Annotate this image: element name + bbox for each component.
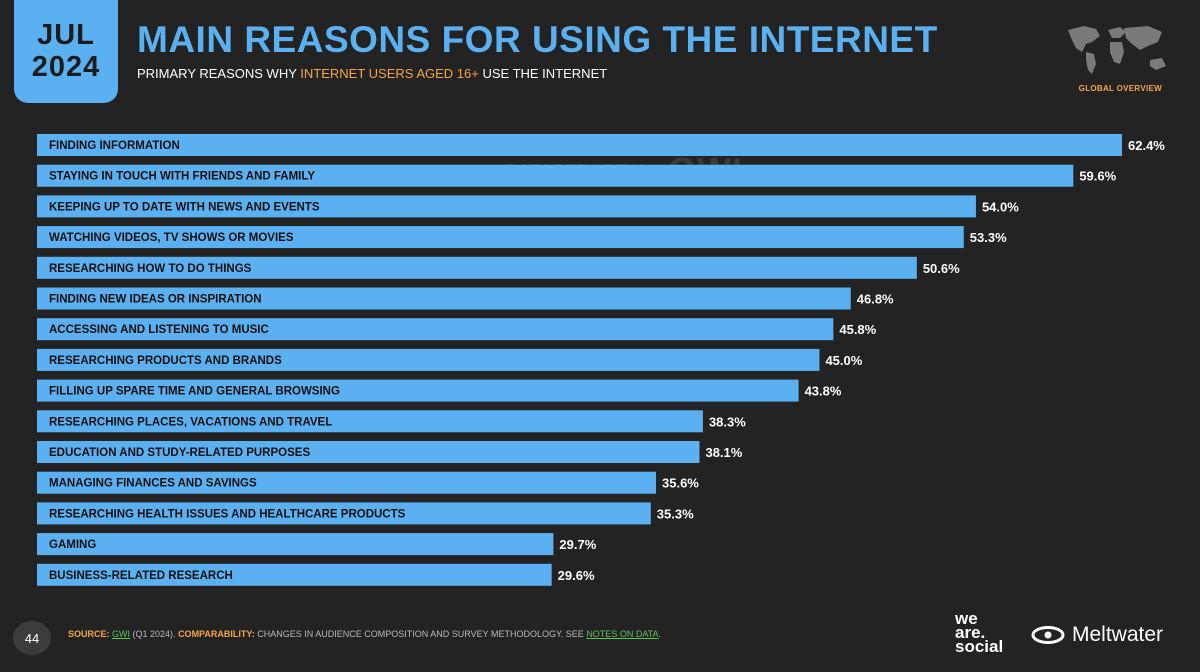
- category-label: MANAGING FINANCES AND SAVINGS: [49, 478, 257, 490]
- bar: [37, 256, 917, 279]
- category-label: FILLING UP SPARE TIME AND GENERAL BROWSI…: [49, 386, 340, 398]
- category-label: BUSINESS-RELATED RESEARCH: [49, 570, 233, 582]
- category-label: FINDING NEW IDEAS OR INSPIRATION: [49, 294, 262, 306]
- page-title: MAIN REASONS FOR USING THE INTERNET: [137, 19, 938, 60]
- category-label: EDUCATION AND STUDY-RELATED PURPOSES: [49, 447, 310, 459]
- subtitle-highlight: INTERNET USERS AGED 16+: [300, 66, 479, 81]
- category-label: RESEARCHING HEALTH ISSUES AND HEALTHCARE…: [49, 508, 406, 520]
- meltwater-wordmark: Meltwater: [1072, 623, 1164, 646]
- source-text: (Q1 2024).: [130, 629, 179, 639]
- bar: [37, 226, 964, 249]
- bar: [37, 287, 851, 310]
- value-label: 45.8%: [839, 322, 876, 337]
- category-label: RESEARCHING PLACES, VACATIONS AND TRAVEL: [49, 416, 332, 428]
- value-label: 45.0%: [825, 353, 862, 368]
- category-label: ACCESSING AND LISTENING TO MUSIC: [49, 324, 269, 336]
- we-are-social-logo: we are. social: [955, 609, 1004, 656]
- bar: [37, 318, 834, 341]
- value-label: 29.7%: [559, 537, 596, 552]
- bar: [37, 379, 799, 402]
- logo-line-1: we: [955, 609, 978, 628]
- comparability-text: CHANGES IN AUDIENCE COMPOSITION AND SURV…: [254, 629, 587, 639]
- value-label: 35.6%: [662, 476, 699, 491]
- meltwater-icon: [1031, 626, 1065, 644]
- category-label: RESEARCHING HOW TO DO THINGS: [49, 263, 252, 275]
- notes-link[interactable]: NOTES ON DATA: [586, 629, 659, 639]
- date-badge: JUL 2024: [14, 0, 118, 103]
- bar: [37, 164, 1074, 187]
- logo-line-2: are.: [955, 623, 986, 642]
- meltwater-logo: Meltwater: [1030, 623, 1163, 647]
- bar: [37, 441, 700, 463]
- source-label: SOURCE:: [68, 629, 110, 639]
- bar: [37, 563, 552, 586]
- bar-chart: FINDING INFORMATION 62.4% STAYING IN TOUCH…: [37, 134, 1165, 586]
- date-month: JUL: [37, 19, 95, 51]
- category-label: KEEPING UP TO DATE WITH NEWS AND EVENTS: [49, 201, 320, 213]
- bar: [37, 533, 554, 556]
- value-label: 35.3%: [657, 506, 694, 521]
- subtitle-post: USE THE INTERNET: [478, 66, 608, 81]
- value-label: 43.8%: [805, 384, 842, 399]
- subtitle-pre: PRIMARY REASONS WHY: [137, 66, 301, 81]
- page-number: 44: [13, 621, 51, 655]
- bar: [37, 502, 651, 525]
- category-label: RESEARCHING PRODUCTS AND BRANDS: [49, 355, 282, 367]
- value-label: 29.6%: [558, 568, 595, 583]
- value-label: 46.8%: [857, 292, 894, 307]
- comparability-label: COMPARABILITY:: [178, 629, 255, 639]
- source-note: SOURCE: GWI (Q1 2024). COMPARABILITY: CH…: [68, 629, 661, 639]
- category-label: GAMING: [49, 539, 96, 551]
- source-link[interactable]: GWI: [112, 629, 131, 639]
- bar: [37, 410, 703, 433]
- bar: [37, 134, 1122, 156]
- world-map-icon: [1068, 26, 1166, 74]
- value-label: 53.3%: [970, 230, 1007, 245]
- category-label: FINDING INFORMATION: [49, 140, 180, 152]
- value-label: 38.1%: [705, 445, 742, 460]
- value-label: 62.4%: [1128, 138, 1165, 153]
- bar: [37, 471, 657, 494]
- bar: [37, 195, 976, 218]
- page-subtitle: PRIMARY REASONS WHY INTERNET USERS AGED …: [137, 66, 607, 81]
- date-year: 2024: [31, 51, 101, 83]
- category-label: WATCHING VIDEOS, TV SHOWS OR MOVIES: [49, 232, 294, 244]
- global-overview-label: GLOBAL OVERVIEW: [1078, 84, 1162, 93]
- value-label: 50.6%: [923, 261, 960, 276]
- bar: [37, 348, 820, 371]
- notes-end: .: [658, 629, 661, 639]
- logo-line-3: social: [955, 637, 1004, 656]
- value-label: 54.0%: [982, 199, 1019, 214]
- value-label: 38.3%: [709, 414, 746, 429]
- category-label: STAYING IN TOUCH WITH FRIENDS AND FAMILY: [49, 171, 315, 183]
- value-label: 59.6%: [1079, 169, 1116, 184]
